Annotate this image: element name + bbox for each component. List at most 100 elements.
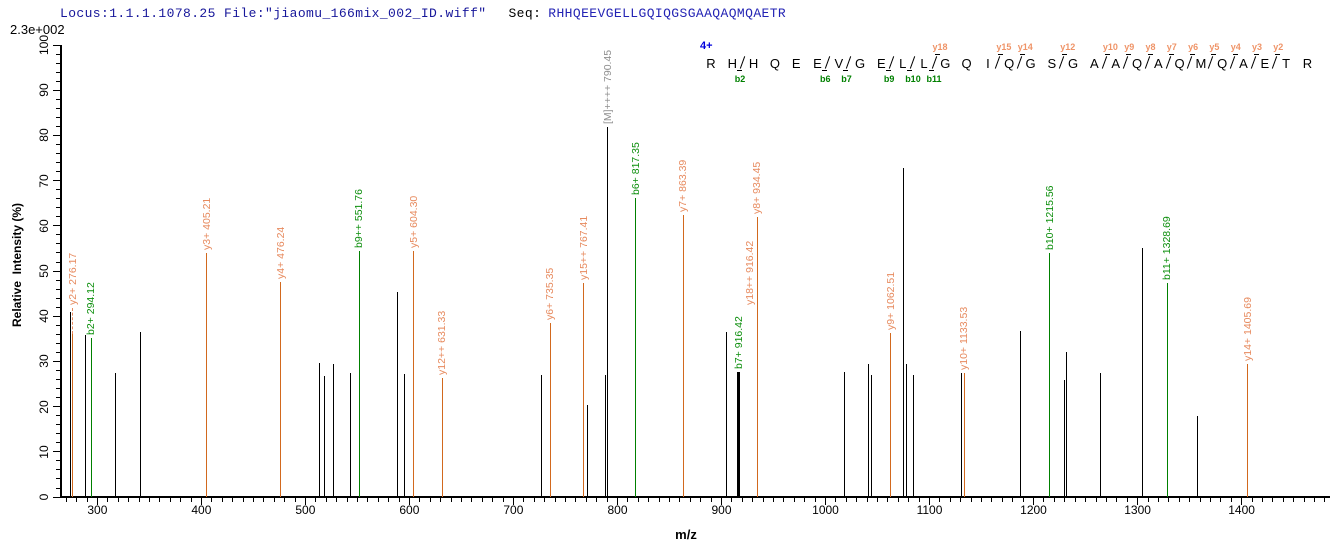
x-minor-tick (190, 498, 192, 502)
y-cut-foot (1168, 54, 1174, 55)
seq-residue: R (1302, 56, 1313, 71)
x-minor-tick (315, 498, 317, 502)
x-axis-title: m/z (675, 527, 697, 542)
x-minor-tick (1116, 498, 1118, 502)
y-cut-foot (1104, 54, 1110, 55)
locus-file-text: Locus:1.1.1.1078.25 File:"jiaomu_166mix_… (60, 6, 487, 21)
fragment-cut-mark (1229, 56, 1236, 69)
x-minor-tick (949, 498, 951, 502)
x-minor-tick (669, 498, 670, 502)
x-minor-tick (1230, 498, 1232, 502)
x-axis-line (60, 496, 1330, 498)
x-minor-tick (1043, 498, 1045, 502)
y-major-tick (53, 44, 60, 46)
seq-residue: G (1025, 56, 1036, 71)
peak (1065, 351, 1067, 497)
x-minor-tick (492, 498, 494, 502)
x-minor-tick (1189, 498, 1191, 502)
peak (318, 363, 320, 497)
y-axis-line (60, 45, 62, 498)
b-ion-marker: b6 (820, 74, 831, 84)
peak (332, 364, 334, 497)
x-minor-tick (1220, 498, 1222, 502)
x-minor-tick (606, 498, 608, 502)
b-cut-foot (822, 70, 827, 71)
y-ion-marker: y4 (1230, 42, 1241, 52)
x-minor-tick (211, 498, 213, 502)
y-ion-marker: y12 (1060, 42, 1076, 52)
peak (913, 375, 915, 497)
y-minor-tick (56, 252, 60, 254)
x-minor-tick (1199, 498, 1201, 502)
y-ion-marker: y14 (1017, 42, 1033, 52)
x-major-tick (617, 498, 618, 505)
seq-residue: H (727, 56, 737, 71)
peak-label: y8+ 934.45 (751, 161, 764, 214)
peak (115, 373, 117, 497)
peak-label: y10+ 1133.53 (958, 307, 971, 371)
b-cut-foot (928, 70, 934, 71)
peak-b (90, 337, 92, 497)
y-major-tick (53, 180, 60, 182)
x-minor-tick (908, 498, 910, 502)
x-minor-tick (845, 498, 847, 502)
y-tick-label: 40 (37, 309, 51, 323)
y-cut-foot (1147, 54, 1153, 55)
y-ion-marker: y9 (1124, 42, 1135, 52)
seq-label: Seq: (508, 6, 542, 21)
peak-precursor (737, 371, 741, 497)
x-minor-tick (388, 498, 390, 502)
y-minor-tick (56, 397, 60, 399)
y-minor-tick (56, 333, 60, 335)
x-minor-tick (180, 498, 182, 502)
peak-y (583, 283, 585, 497)
y-minor-tick (56, 379, 60, 380)
peak (140, 332, 141, 497)
peak-label: b7+ 916.42 (732, 315, 745, 369)
seq-residue: L (920, 56, 928, 71)
y-major-tick (53, 315, 60, 317)
x-minor-tick (1064, 498, 1066, 502)
peak-y (206, 252, 208, 497)
x-minor-tick (1053, 498, 1055, 502)
y-minor-tick (56, 279, 60, 281)
y-tick-label: 60 (37, 219, 51, 233)
x-major-tick (96, 498, 98, 505)
seq-residue: A (1090, 56, 1099, 71)
seq-residue: A (1153, 56, 1163, 71)
x-minor-tick (1324, 498, 1326, 502)
y-tick-label: 10 (37, 445, 51, 459)
x-minor-tick (1085, 498, 1087, 502)
peak (960, 373, 962, 497)
peak-label: y3+ 405.21 (200, 197, 213, 250)
fragment-cut-mark (824, 56, 831, 69)
y-minor-tick (56, 153, 60, 154)
x-minor-tick (648, 498, 650, 502)
peak-label: y12++ 631.33 (436, 310, 448, 376)
x-minor-tick (336, 498, 338, 502)
y-minor-tick (56, 342, 60, 344)
x-minor-tick (1293, 498, 1295, 502)
y-minor-tick (56, 125, 60, 127)
peak-y (963, 373, 965, 497)
x-minor-tick (398, 498, 400, 502)
fragment-cut-mark (1123, 56, 1129, 69)
y-ion-marker: y15 (996, 42, 1012, 52)
seq-residue: S (1047, 56, 1057, 71)
y-minor-tick (56, 162, 60, 163)
y-minor-tick (56, 469, 60, 471)
y-minor-tick (56, 297, 60, 299)
x-tick-label: 800 (607, 503, 628, 517)
x-minor-tick (252, 498, 254, 502)
b-cut-foot (843, 70, 849, 71)
y-minor-tick (56, 243, 60, 245)
y-cut-foot (998, 54, 1004, 55)
peak-label: y2+ 276.17 (66, 253, 79, 306)
peak-label: y14+ 1405.69 (1241, 297, 1254, 362)
x-minor-tick (273, 498, 275, 502)
peak (1142, 248, 1144, 497)
peak-label: y18++ 916.42 (743, 240, 756, 305)
peak-b (358, 251, 360, 497)
y-ion-marker: y10 (1102, 42, 1118, 52)
